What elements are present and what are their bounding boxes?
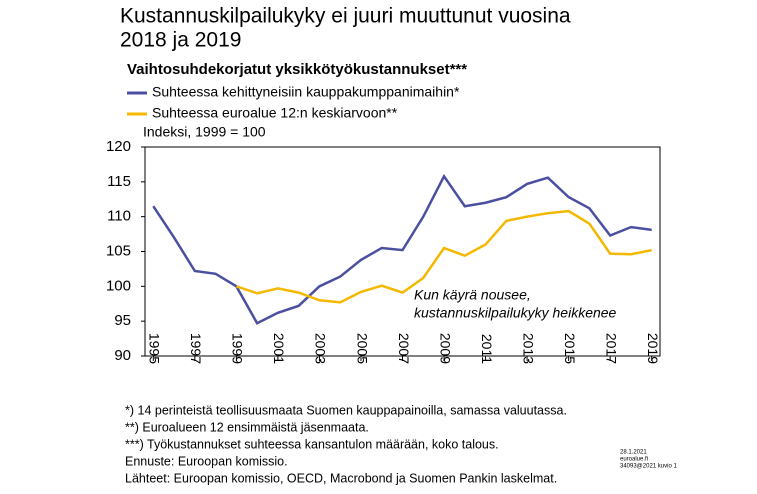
legend-label: Suhteessa kehittyneisiin kauppakumppanim… (152, 84, 460, 100)
stamp: 28.1.2021 (620, 450, 647, 456)
y-tick-label: 115 (107, 173, 131, 190)
x-tick-label: 2007 (396, 333, 412, 364)
y-axis-label: Indeksi, 1999 = 100 (143, 124, 266, 140)
footnote: *) 14 perinteistä teollisuusmaata Suomen… (125, 403, 567, 417)
x-tick-label: 2011 (479, 334, 495, 364)
footnote: Lähteet: Euroopan komissio, OECD, Macrob… (125, 471, 557, 485)
x-tick-label: 2015 (562, 333, 578, 364)
series-line (235, 209, 652, 304)
x-tick-label: 1995 (147, 333, 163, 364)
x-tick-label: 2013 (520, 333, 536, 364)
x-tick-label: 2017 (603, 333, 619, 364)
y-tick-label: 105 (106, 242, 131, 259)
y-tick-label: 100 (106, 277, 131, 294)
x-tick-label: 1999 (230, 333, 246, 364)
x-tick-label: 2003 (313, 333, 329, 364)
legend-label: Suhteessa euroalue 12:n keskiarvoon** (152, 105, 398, 121)
subtitle: Vaihtosuhdekorjatut yksikkötyökustannuks… (127, 61, 467, 78)
chart-title: Kustannuskilpailukyky ei juuri muuttunut… (120, 5, 571, 28)
footnote: **) Euroalueen 12 ensimmäistä jäsenmaata… (125, 420, 369, 434)
footnote: Ennuste: Euroopan komissio. (125, 454, 288, 468)
footnote: ***) Työkustannukset suhteessa kansantul… (125, 437, 499, 451)
x-tick-label: 2009 (437, 333, 453, 364)
x-tick-label: 2019 (645, 333, 661, 364)
series-line (152, 173, 652, 325)
y-tick-label: 90 (114, 347, 131, 364)
y-tick-label: 95 (114, 312, 131, 329)
y-tick-label: 110 (107, 208, 131, 225)
annotation: Kun käyrä nousee, (414, 287, 531, 303)
stamp: euroalue.fi (620, 457, 648, 463)
annotation: kustannuskilpailukyky heikkenee (414, 305, 617, 321)
x-tick-label: 2001 (271, 333, 287, 364)
plot-frame (144, 146, 661, 357)
y-tick-label: 120 (106, 138, 131, 155)
x-tick-label: 1997 (188, 333, 204, 364)
x-tick-label: 2005 (354, 333, 370, 364)
chart-title: 2018 ja 2019 (120, 29, 241, 52)
stamp: 34093@2021 kuvio 1 (620, 464, 677, 470)
